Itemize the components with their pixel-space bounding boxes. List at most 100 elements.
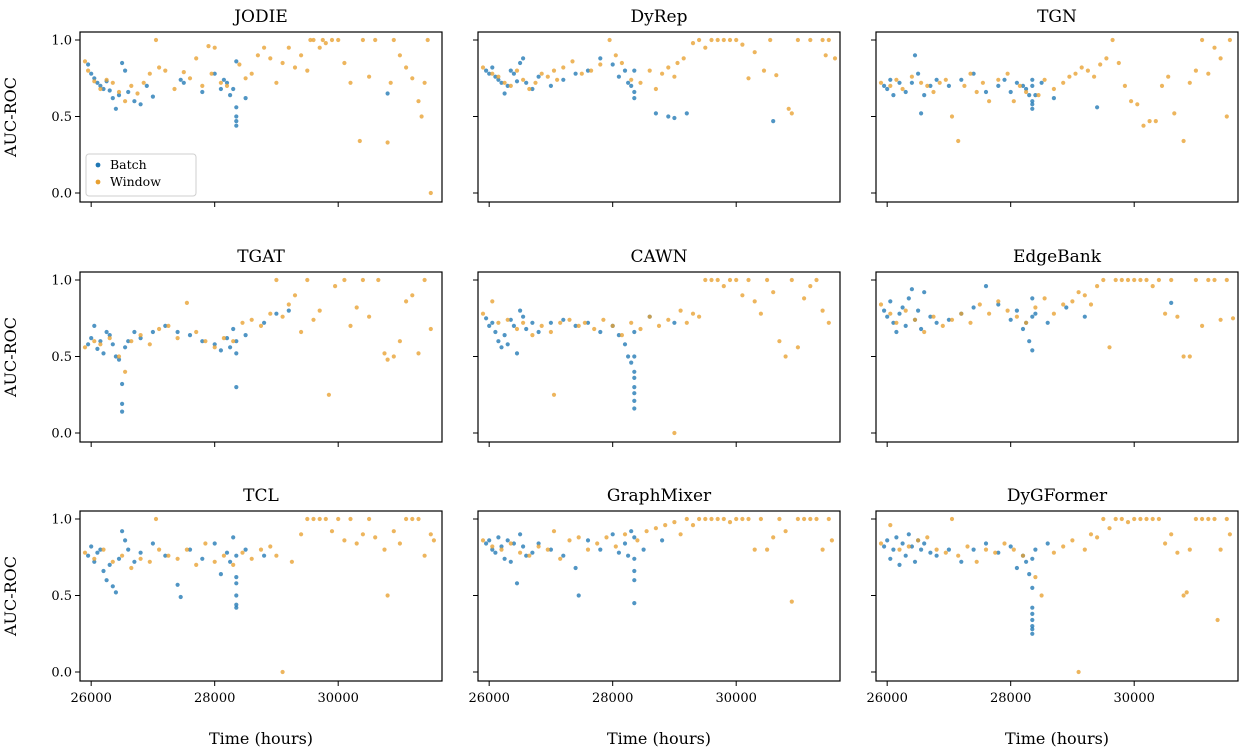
data-point bbox=[385, 357, 390, 362]
panel-title: TCL bbox=[243, 486, 279, 506]
data-point bbox=[882, 308, 887, 313]
data-point bbox=[916, 308, 921, 313]
data-point bbox=[234, 59, 239, 64]
data-point bbox=[1014, 314, 1020, 319]
data-point bbox=[262, 45, 267, 50]
data-point bbox=[138, 102, 143, 107]
data-point bbox=[153, 516, 159, 522]
data-point bbox=[1135, 102, 1140, 107]
data-point bbox=[1033, 547, 1038, 552]
data-point bbox=[521, 314, 526, 319]
data-point bbox=[508, 541, 513, 546]
data-point bbox=[916, 538, 921, 543]
data-point bbox=[120, 381, 125, 387]
data-point bbox=[1030, 617, 1035, 623]
data-point bbox=[548, 547, 554, 552]
data-point bbox=[1181, 138, 1186, 144]
data-point bbox=[598, 56, 603, 61]
data-point bbox=[212, 541, 217, 546]
data-point bbox=[431, 538, 436, 543]
data-point bbox=[505, 317, 510, 322]
data-point bbox=[703, 45, 708, 50]
data-point bbox=[622, 342, 628, 347]
data-point bbox=[113, 354, 118, 359]
data-point bbox=[545, 547, 550, 552]
data-point bbox=[163, 553, 168, 558]
data-point bbox=[585, 538, 591, 543]
data-point bbox=[666, 114, 671, 119]
data-point bbox=[487, 538, 492, 543]
data-point bbox=[258, 323, 264, 328]
data-point bbox=[1224, 277, 1229, 283]
data-point bbox=[814, 516, 819, 522]
data-point bbox=[1169, 300, 1174, 305]
data-point bbox=[888, 83, 893, 88]
data-point bbox=[1116, 60, 1121, 66]
data-point bbox=[684, 320, 689, 325]
data-point bbox=[734, 277, 739, 283]
data-point bbox=[1039, 80, 1044, 85]
data-point bbox=[240, 550, 245, 555]
data-point bbox=[922, 93, 927, 98]
data-point bbox=[996, 77, 1001, 82]
data-point bbox=[1008, 317, 1013, 322]
data-point bbox=[101, 568, 106, 574]
data-point bbox=[234, 575, 239, 580]
data-point bbox=[200, 339, 205, 344]
data-point bbox=[212, 45, 217, 50]
data-point bbox=[511, 541, 516, 546]
data-point bbox=[86, 342, 91, 347]
data-point bbox=[1051, 311, 1056, 316]
data-point bbox=[1153, 119, 1158, 124]
data-point bbox=[493, 329, 498, 335]
data-point bbox=[305, 277, 310, 283]
data-point bbox=[234, 339, 239, 344]
data-point bbox=[101, 86, 106, 92]
series-batch bbox=[882, 284, 1174, 353]
data-point bbox=[1051, 86, 1056, 92]
x-tick-label: 26000 bbox=[468, 691, 509, 706]
data-point bbox=[974, 559, 979, 564]
panel-graphmixer: GraphMixer 26000 28000 30000 Time (hours) bbox=[468, 486, 841, 748]
data-point bbox=[101, 351, 106, 356]
data-point bbox=[697, 314, 702, 319]
data-point bbox=[1181, 593, 1186, 598]
data-point bbox=[224, 550, 230, 555]
data-point bbox=[249, 317, 254, 322]
data-point bbox=[428, 532, 433, 537]
data-point bbox=[983, 547, 989, 552]
data-point bbox=[92, 339, 97, 344]
data-point bbox=[107, 333, 112, 338]
data-point bbox=[416, 99, 421, 104]
data-point bbox=[666, 65, 671, 70]
data-point bbox=[690, 523, 696, 528]
data-point bbox=[765, 277, 770, 283]
data-point bbox=[391, 529, 396, 534]
data-point bbox=[95, 346, 100, 351]
data-point bbox=[110, 584, 115, 589]
data-point bbox=[721, 37, 726, 43]
data-point bbox=[508, 83, 513, 88]
data-point bbox=[619, 60, 625, 66]
data-point bbox=[996, 299, 1001, 304]
data-point bbox=[626, 354, 631, 359]
data-point bbox=[1187, 80, 1192, 85]
data-point bbox=[502, 80, 507, 85]
data-point bbox=[286, 308, 291, 313]
data-point bbox=[734, 37, 739, 43]
data-point bbox=[382, 351, 387, 356]
data-point bbox=[178, 77, 183, 82]
data-point bbox=[490, 547, 495, 552]
data-point bbox=[123, 99, 128, 104]
y-axis-label: AUC-ROC bbox=[1, 317, 20, 398]
data-point bbox=[632, 329, 637, 335]
data-point bbox=[391, 354, 396, 359]
data-point bbox=[113, 106, 118, 111]
data-point bbox=[1033, 575, 1038, 580]
data-point bbox=[539, 323, 544, 328]
data-point bbox=[141, 80, 146, 85]
data-point bbox=[323, 41, 328, 46]
data-point bbox=[527, 553, 532, 558]
data-point bbox=[360, 532, 365, 537]
data-point bbox=[632, 369, 637, 374]
